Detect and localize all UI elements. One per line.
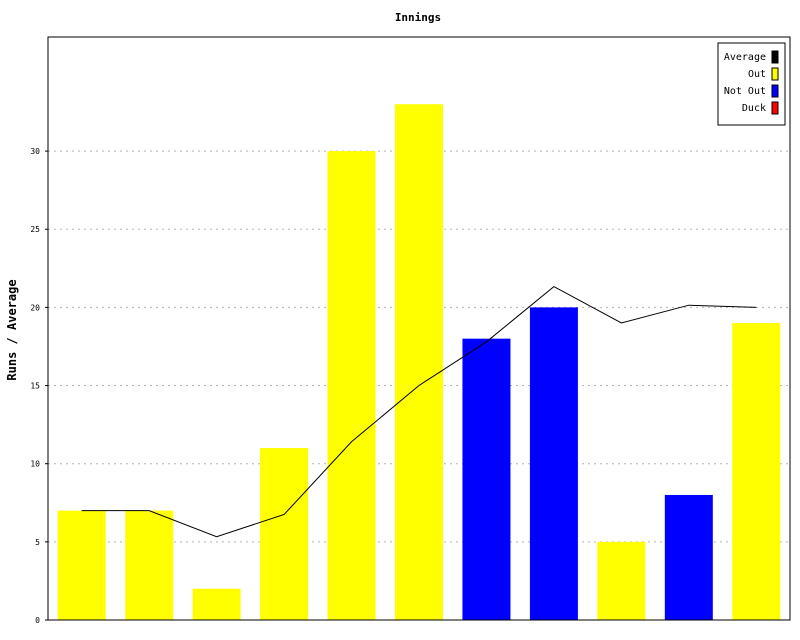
bar-7 [462,338,511,620]
bars [57,104,781,621]
plot-frame [47,36,791,621]
bar-11 [732,323,781,620]
y-tick-label: 0 [35,616,40,625]
legend-label-not-out: Not Out [724,86,766,97]
y-tick-label: 10 [30,460,40,469]
bar-8 [529,307,578,620]
bar-9 [597,541,646,620]
bar-5 [327,151,376,621]
legend-swatch-not-out [771,84,779,98]
chart-title: Innings [395,11,441,24]
legend-label-average: Average [724,52,766,63]
bar-3 [192,588,241,620]
bar-1 [57,510,106,620]
y-tick-label: 25 [30,225,40,234]
y-tick-label: 20 [30,303,40,312]
y-tick-label: 15 [30,382,40,391]
legend: Average Out Not Out Duck [717,42,786,126]
bar-4 [260,448,309,620]
average-line [81,286,757,538]
y-tick-label: 30 [30,147,40,156]
bar-6 [395,104,443,621]
legend-label-out: Out [748,69,766,80]
bar-2 [125,510,174,620]
y-axis-label: Runs / Average [5,279,19,380]
legend-swatch-duck [771,101,779,115]
y-tick-label: 5 [35,538,40,547]
axes: 0 5 10 15 20 25 30 [30,36,791,625]
legend-label-duck: Duck [742,103,766,114]
legend-swatch-average [771,50,779,64]
legend-swatch-out [771,67,779,81]
average-line-group [81,286,757,538]
bar-10 [664,494,713,620]
